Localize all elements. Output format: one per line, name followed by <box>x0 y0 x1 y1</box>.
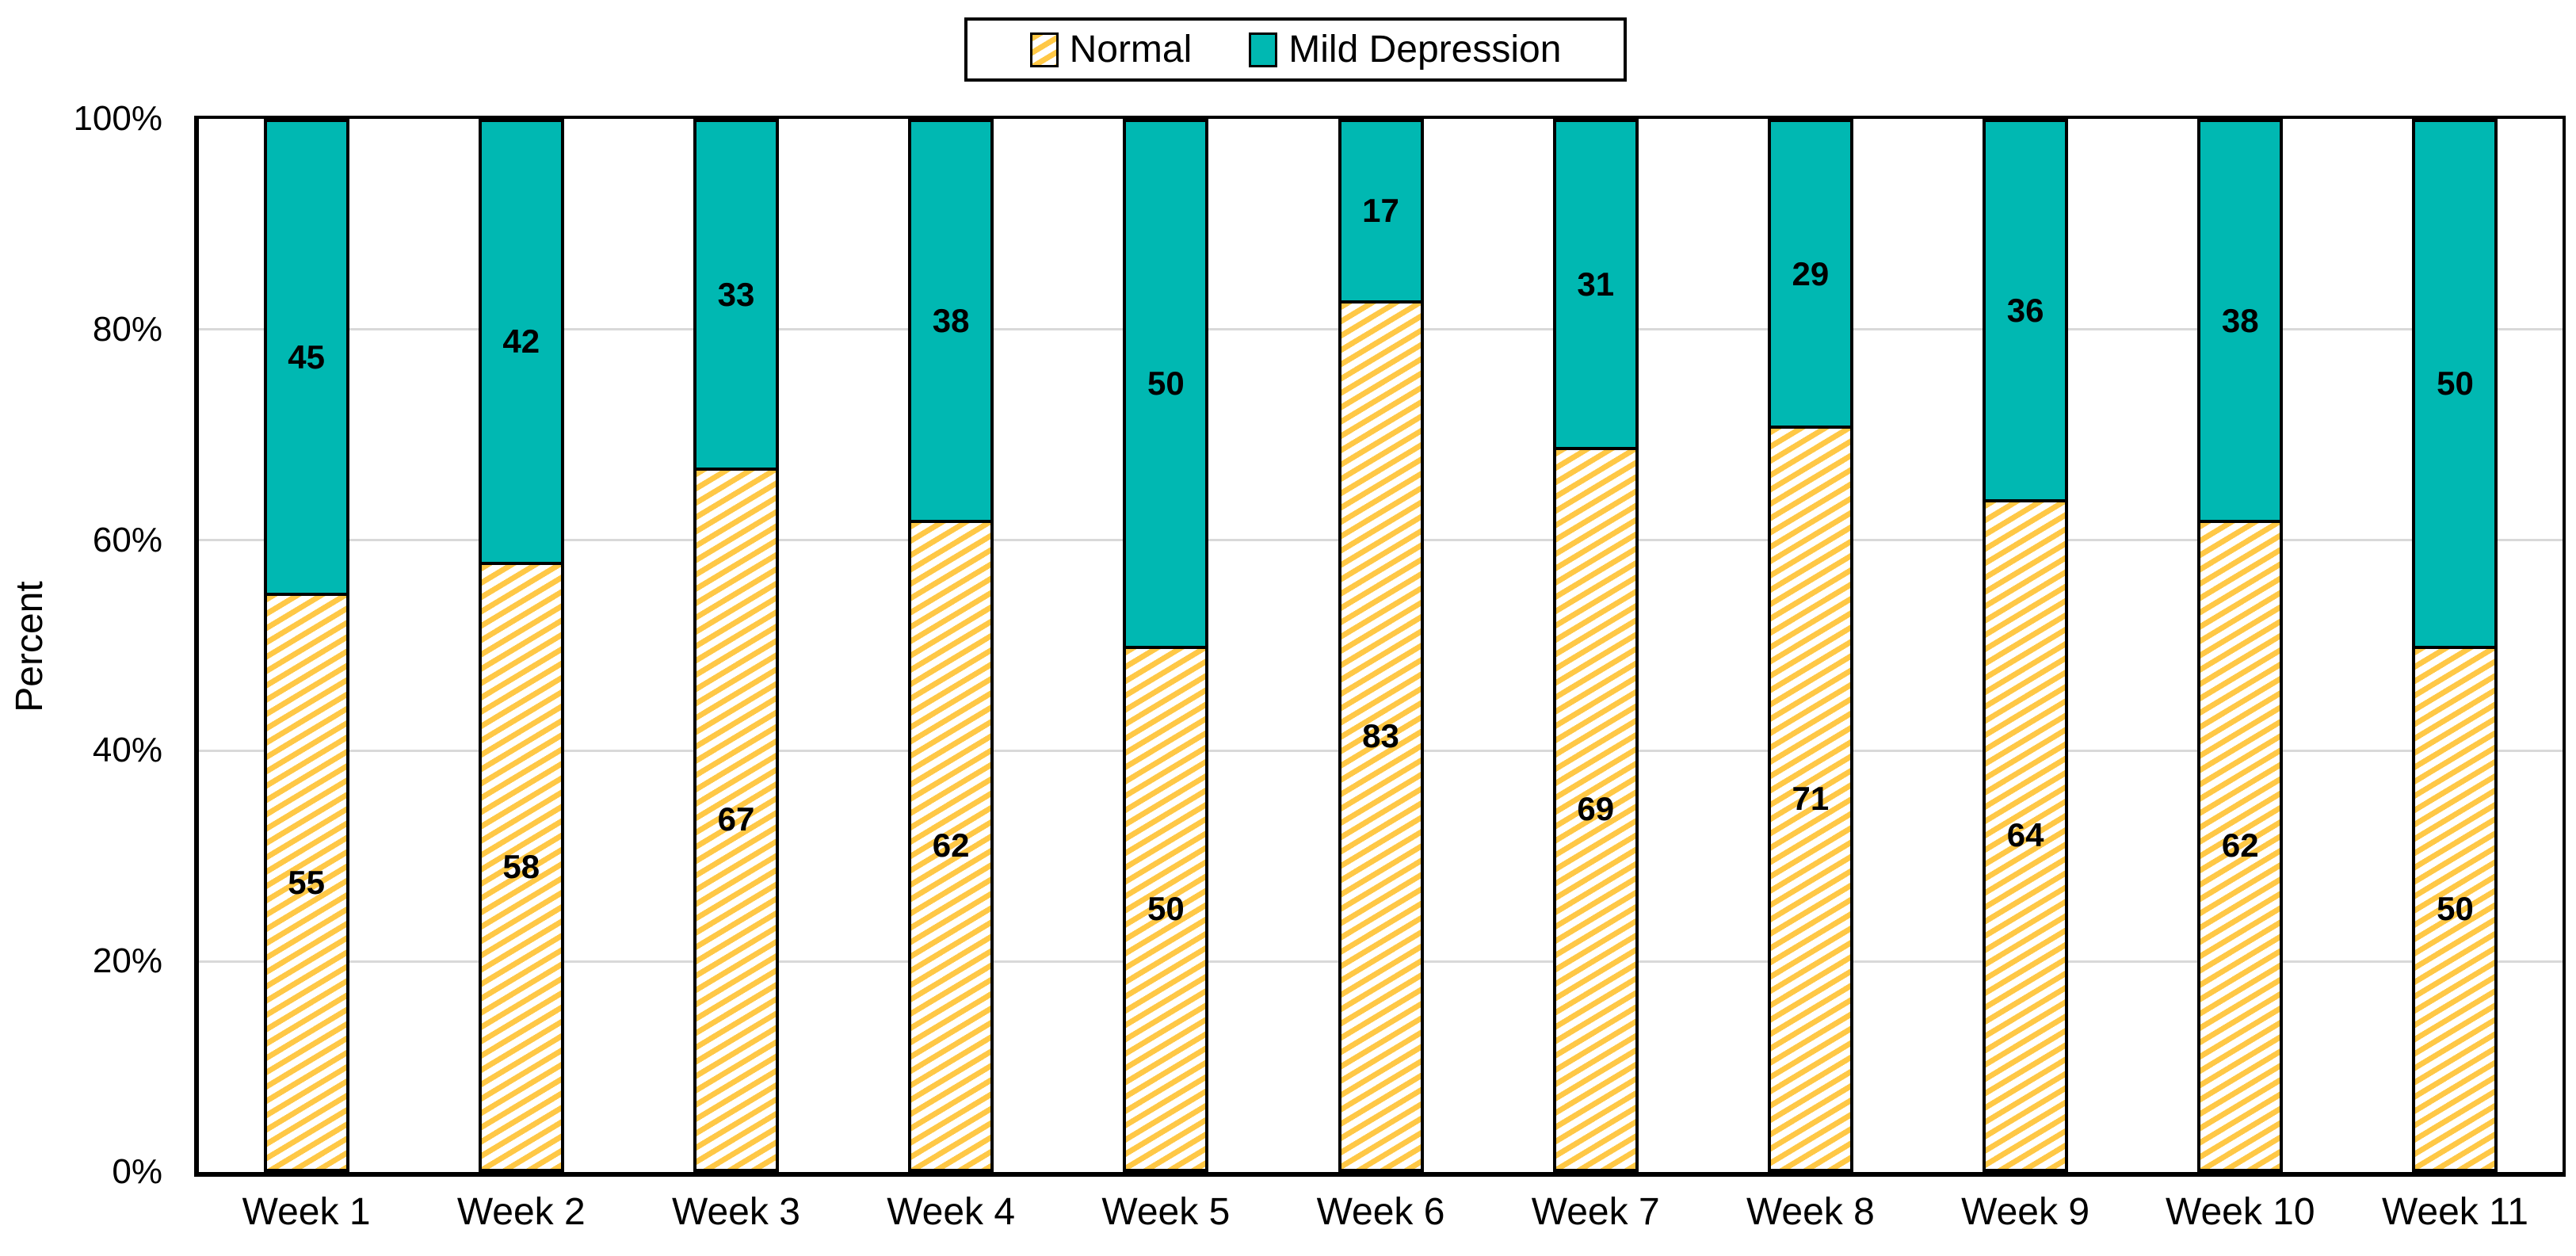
segment-mild-depression-9: 36 <box>1986 122 2066 499</box>
segment-mild-depression-10: 38 <box>2200 122 2280 520</box>
x-label-week-1: Week 1 <box>242 1191 371 1233</box>
data-label-normal-6: 83 <box>1362 716 1399 754</box>
data-label-normal-4: 62 <box>932 827 970 865</box>
data-label-mild-depression-10: 38 <box>2221 301 2259 339</box>
data-label-normal-9: 64 <box>2006 816 2044 854</box>
x-label-week-6: Week 6 <box>1316 1191 1445 1233</box>
legend-item-normal: Normal <box>1029 28 1193 71</box>
data-label-mild-depression-3: 33 <box>717 275 755 313</box>
segment-mild-depression-3: 33 <box>696 122 776 468</box>
data-label-normal-2: 58 <box>502 847 540 885</box>
data-label-mild-depression-2: 42 <box>502 323 540 361</box>
segment-normal-6: 83 <box>1341 300 1421 1169</box>
data-label-mild-depression-7: 31 <box>1577 265 1615 303</box>
bar-slot-4: 38 62 <box>844 119 1059 1172</box>
x-label-week-3: Week 3 <box>672 1191 800 1233</box>
x-label-week-7: Week 7 <box>1531 1191 1660 1233</box>
y-tick-label-60: 60% <box>92 520 162 559</box>
segment-mild-depression-1: 45 <box>266 122 346 594</box>
data-label-mild-depression-6: 17 <box>1362 192 1399 230</box>
segment-mild-depression-8: 29 <box>1770 122 1850 426</box>
y-tick-label-40: 40% <box>92 731 162 770</box>
data-label-normal-7: 69 <box>1577 790 1615 828</box>
bar-slot-6: 17 83 <box>1273 119 1488 1172</box>
segment-mild-depression-2: 42 <box>481 122 561 562</box>
bar-week-6: 17 83 <box>1338 119 1424 1172</box>
x-label-week-4: Week 4 <box>887 1191 1016 1233</box>
bar-week-10: 38 62 <box>2197 119 2284 1172</box>
segment-normal-4: 62 <box>911 519 991 1169</box>
data-label-normal-10: 62 <box>2221 827 2259 865</box>
data-label-mild-depression-4: 38 <box>932 301 970 339</box>
bar-week-8: 29 71 <box>1767 119 1853 1172</box>
bar-slot-9: 36 64 <box>1918 119 2133 1172</box>
data-label-normal-1: 55 <box>288 863 325 901</box>
bar-slot-2: 42 58 <box>414 119 628 1172</box>
data-label-mild-depression-8: 29 <box>1792 254 1830 292</box>
segment-mild-depression-7: 31 <box>1555 122 1635 447</box>
y-tick-label-0: 0% <box>112 1152 162 1191</box>
bar-week-3: 33 67 <box>693 119 779 1172</box>
y-tick-label-20: 20% <box>92 941 162 981</box>
legend-swatch-normal-hatch-icon <box>1029 32 1059 67</box>
y-tick-label-80: 80% <box>92 309 162 349</box>
data-label-normal-11: 50 <box>2437 889 2474 927</box>
segment-normal-3: 67 <box>696 467 776 1169</box>
segment-normal-10: 62 <box>2200 519 2280 1169</box>
bar-week-11: 50 50 <box>2412 119 2498 1172</box>
data-label-normal-3: 67 <box>717 800 755 838</box>
segment-normal-9: 64 <box>1986 498 2066 1169</box>
x-axis-labels: Week 1 Week 2 Week 3 Week 4 Week 5 Week 6 Week… <box>199 1188 2563 1237</box>
data-label-mild-depression-9: 36 <box>2006 291 2044 329</box>
x-label-week-10: Week 10 <box>2166 1191 2315 1233</box>
bar-week-2: 42 58 <box>478 119 564 1172</box>
legend-label-mild-depression: Mild Depression <box>1288 28 1562 71</box>
segment-normal-2: 58 <box>481 561 561 1169</box>
data-label-mild-depression-5: 50 <box>1147 365 1185 403</box>
legend-label-normal: Normal <box>1069 28 1193 71</box>
y-tick-label-100: 100% <box>73 99 162 138</box>
segment-normal-5: 50 <box>1126 645 1206 1169</box>
x-label-week-5: Week 5 <box>1101 1191 1231 1233</box>
x-label-week-11: Week 11 <box>2381 1191 2528 1233</box>
bar-slot-10: 38 62 <box>2133 119 2348 1172</box>
bar-slot-5: 50 50 <box>1059 119 1273 1172</box>
segment-mild-depression-4: 38 <box>911 122 991 520</box>
segment-mild-depression-5: 50 <box>1126 122 1206 646</box>
bar-week-4: 38 62 <box>908 119 994 1172</box>
data-label-normal-8: 71 <box>1792 780 1830 818</box>
data-label-normal-5: 50 <box>1147 889 1185 927</box>
legend: Normal Mild Depression <box>964 17 1627 82</box>
segment-normal-11: 50 <box>2415 645 2495 1169</box>
legend-item-mild-depression: Mild Depression <box>1249 28 1562 71</box>
data-label-mild-depression-11: 50 <box>2437 365 2474 403</box>
bar-slot-11: 50 50 <box>2348 119 2563 1172</box>
x-label-week-2: Week 2 <box>456 1191 586 1233</box>
segment-mild-depression-6: 17 <box>1341 122 1421 300</box>
bar-slot-8: 29 71 <box>1703 119 1918 1172</box>
x-label-week-9: Week 9 <box>1961 1191 2090 1233</box>
bar-slot-3: 33 67 <box>628 119 843 1172</box>
bar-slot-1: 45 55 <box>199 119 414 1172</box>
plot-area: 45 55 42 58 33 67 38 62 50 50 17 83 31 69 29 71 36 64 38 62… <box>194 116 2566 1177</box>
segment-normal-1: 55 <box>266 593 346 1169</box>
bar-week-7: 31 69 <box>1552 119 1639 1172</box>
segment-normal-8: 71 <box>1770 426 1850 1169</box>
data-label-mild-depression-1: 45 <box>288 338 325 376</box>
x-label-week-8: Week 8 <box>1746 1191 1875 1233</box>
bars: 45 55 42 58 33 67 38 62 50 50 17 83 31 69 29 71 36 64 38 62… <box>199 119 2563 1172</box>
segment-mild-depression-11: 50 <box>2415 122 2495 646</box>
bar-week-1: 45 55 <box>263 119 349 1172</box>
segment-normal-7: 69 <box>1555 446 1635 1169</box>
bar-slot-7: 31 69 <box>1488 119 1703 1172</box>
bar-week-9: 36 64 <box>1983 119 2069 1172</box>
legend-swatch-mild-depression-icon <box>1249 32 1278 67</box>
bar-week-5: 50 50 <box>1123 119 1209 1172</box>
